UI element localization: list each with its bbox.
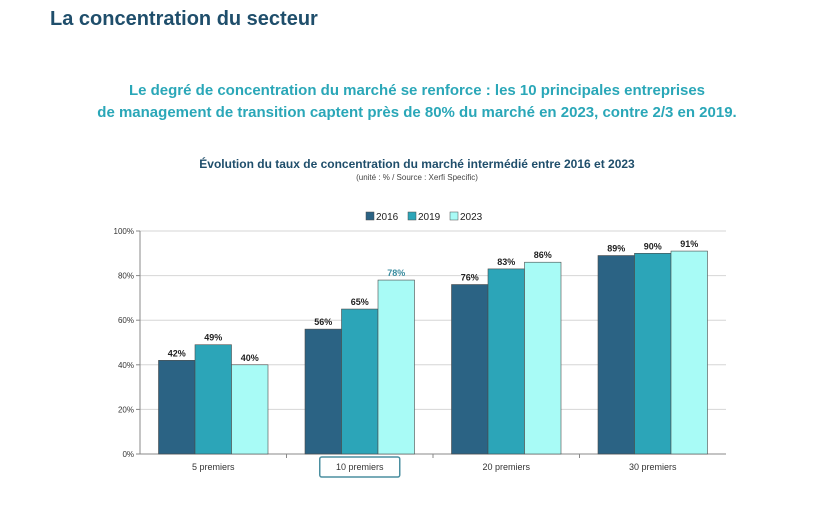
data-label: 49% — [204, 333, 222, 343]
headline-line-2: de management de transition captent près… — [97, 104, 737, 121]
y-tick-label: 60% — [118, 316, 134, 325]
x-tick-label: 30 premiers — [629, 462, 677, 472]
legend-label: 2019 — [418, 212, 441, 223]
highlight-box — [319, 456, 401, 478]
headline-line-1: Le degré de concentration du marché se r… — [128, 82, 706, 99]
y-tick-label: 0% — [122, 450, 134, 459]
bar — [194, 344, 232, 455]
x-tick-label: 20 premiers — [482, 462, 530, 472]
bar — [451, 284, 489, 455]
data-label: 76% — [461, 273, 479, 283]
y-tick-label: 20% — [118, 405, 134, 414]
y-tick-label: 40% — [118, 361, 134, 370]
legend-swatch — [365, 211, 375, 221]
data-label: 40% — [241, 353, 259, 363]
x-tick-label: 10 premiers — [336, 462, 384, 472]
legend-swatch — [449, 211, 459, 221]
data-label: 89% — [607, 244, 625, 254]
page-title: La concentration du secteur — [50, 8, 318, 30]
data-label: 65% — [351, 297, 369, 307]
bar — [231, 364, 269, 455]
data-label: 78% — [387, 268, 405, 278]
chart-title: Évolution du taux de concentration du ma… — [199, 157, 635, 171]
chart-subtitle: (unité : % / Source : Xerfi Specific) — [356, 173, 478, 182]
data-label: 56% — [314, 317, 332, 327]
bar — [377, 279, 415, 455]
bar — [524, 261, 562, 455]
bar — [670, 250, 708, 455]
bar — [487, 268, 525, 455]
headline: Le degré de concentration du marché se r… — [0, 80, 834, 124]
bar — [597, 255, 635, 455]
y-tick-label: 80% — [118, 272, 134, 281]
bar — [341, 308, 379, 455]
bar — [304, 328, 342, 455]
bar — [158, 360, 196, 455]
legend-swatch — [407, 211, 417, 221]
data-label: 42% — [168, 348, 186, 358]
legend-label: 2023 — [460, 212, 483, 223]
data-label: 86% — [534, 250, 552, 260]
x-tick-label: 5 premiers — [192, 462, 235, 472]
data-label: 83% — [497, 257, 515, 267]
data-label: 91% — [680, 239, 698, 249]
bar — [634, 253, 672, 455]
legend-label: 2016 — [376, 212, 399, 223]
y-tick-label: 100% — [114, 227, 134, 236]
data-label: 90% — [644, 241, 662, 251]
